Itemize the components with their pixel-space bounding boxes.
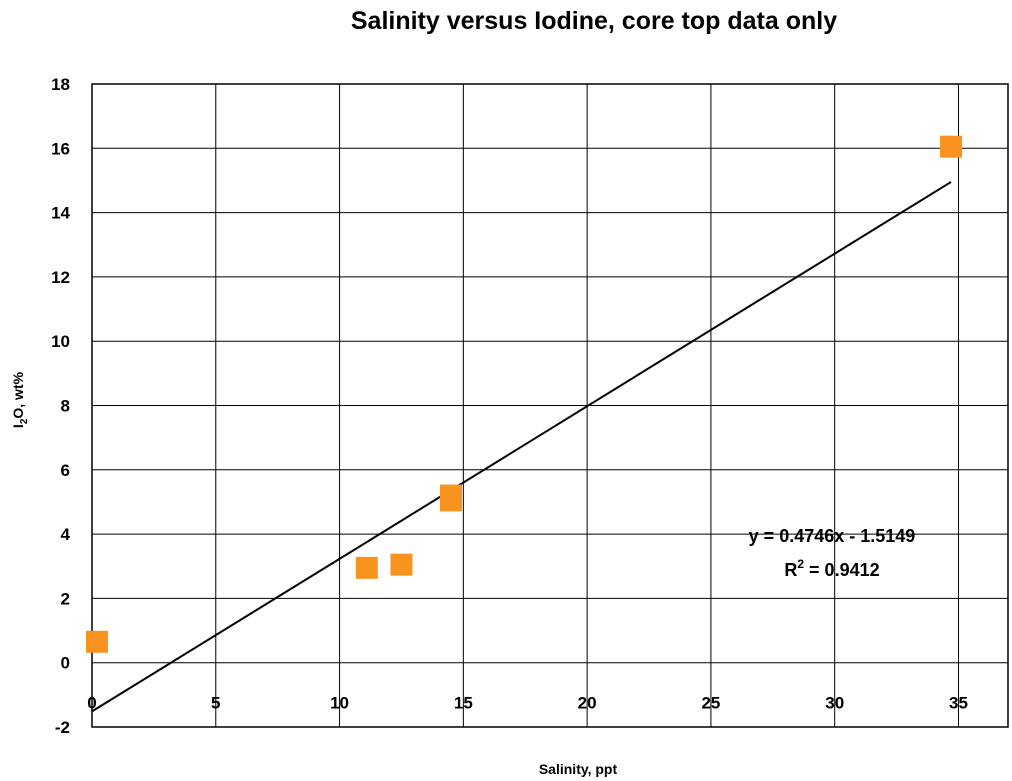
y-tick-label: 8: [61, 397, 70, 416]
chart-title: Salinity versus Iodine, core top data on…: [351, 7, 837, 35]
y-tick-label: 14: [51, 204, 70, 223]
x-tick-label: 20: [578, 694, 597, 713]
trendline-equation: y = 0.4746x - 1.5149: [749, 526, 916, 546]
y-axis-title-rest: O, wt%: [10, 371, 26, 418]
r-squared-prefix: R: [784, 560, 797, 580]
grid-lines: [91, 83, 1008, 728]
y-tick-label: 18: [51, 75, 70, 94]
x-tick-label: 25: [701, 694, 720, 713]
y-tick-label: 4: [61, 525, 71, 544]
r-squared-superscript: 2: [797, 557, 804, 571]
x-tick-label: 35: [949, 694, 968, 713]
linear-trendline: [91, 181, 952, 713]
x-tick-label: 10: [330, 694, 349, 713]
data-point-marker: [940, 135, 963, 158]
data-point-marker: [85, 630, 108, 653]
y-tick-label: 12: [51, 268, 70, 287]
x-axis-title: Salinity, ppt: [539, 761, 618, 777]
x-tick-label: 5: [211, 694, 220, 713]
x-tick-label: 30: [825, 694, 844, 713]
y-tick-label: 0: [61, 654, 70, 673]
y-tick-label: 10: [51, 332, 70, 351]
r-squared-value: = 0.9412: [804, 560, 880, 580]
y-tick-label: 6: [61, 461, 70, 480]
data-point-marker: [390, 553, 413, 576]
y-axis-title: I2O, wt%: [10, 371, 30, 428]
data-point-marker: [355, 556, 378, 579]
x-tick-labels: 0 5 10 15 20 25 30 35: [87, 694, 968, 713]
x-tick-label: 15: [454, 694, 473, 713]
y-axis-title-subscript: 2: [19, 418, 30, 424]
y-tick-label: 2: [61, 589, 70, 608]
y-axis-title-main: I: [10, 424, 26, 428]
y-tick-labels: -2 0 2 4 6 8 10 12 14 16 18: [51, 75, 70, 737]
data-points: [85, 135, 963, 653]
y-tick-label: -2: [55, 718, 70, 737]
y-tick-label: 16: [51, 139, 70, 158]
r-squared-label: R2 = 0.9412: [784, 557, 879, 580]
data-point-marker: [439, 484, 462, 507]
plot-area-border: [91, 83, 1009, 728]
